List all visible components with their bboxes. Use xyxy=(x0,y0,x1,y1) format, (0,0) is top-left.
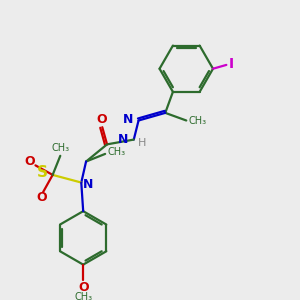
Text: O: O xyxy=(36,191,46,204)
Text: CH₃: CH₃ xyxy=(107,147,125,157)
Text: N: N xyxy=(122,113,133,126)
Text: N: N xyxy=(83,178,94,191)
Text: CH₃: CH₃ xyxy=(74,292,92,300)
Text: N: N xyxy=(118,133,128,146)
Text: CH₃: CH₃ xyxy=(51,143,69,153)
Text: O: O xyxy=(24,155,35,168)
Text: I: I xyxy=(228,57,233,71)
Text: CH₃: CH₃ xyxy=(188,116,206,127)
Text: S: S xyxy=(37,164,48,179)
Text: O: O xyxy=(78,281,88,294)
Text: O: O xyxy=(96,113,106,126)
Text: H: H xyxy=(138,138,146,148)
